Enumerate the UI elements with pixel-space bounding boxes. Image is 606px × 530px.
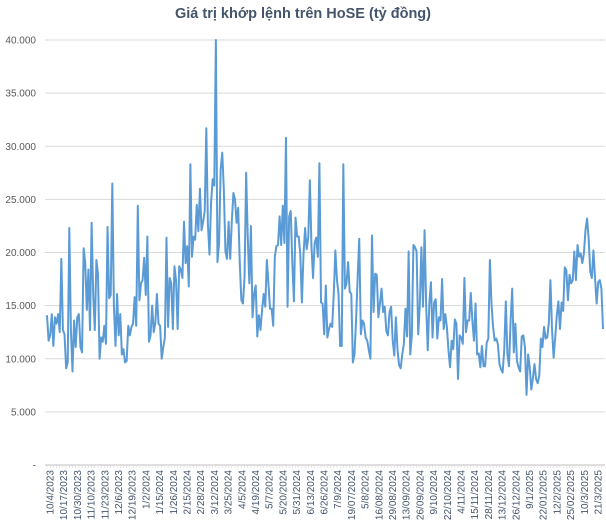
x-tick-label: 3/12/2024	[210, 470, 221, 515]
x-tick-label: 19/07/2024	[347, 470, 358, 520]
x-tick-label: 2/15/2024	[183, 470, 194, 515]
x-tick-label: 13/09/2024	[402, 470, 413, 520]
x-tick-label: 4/5/2024	[237, 470, 248, 509]
x-tick-label: 10/4/2023	[46, 470, 57, 515]
x-tick-label: 5/7/2024	[265, 470, 276, 509]
x-tick-label: 10/30/2023	[73, 470, 84, 520]
x-tick-label: 12/2/2025	[552, 470, 563, 515]
x-tick-label: 22/01/2025	[539, 470, 550, 520]
gridlines	[45, 39, 605, 468]
x-tick-label: 7/9/2024	[333, 470, 344, 509]
x-tick-label: 10/17/2023	[59, 470, 70, 520]
y-tick-label: 15.000	[5, 301, 36, 312]
y-tick-label: -	[33, 461, 36, 472]
x-tick-label: 1/2/2024	[141, 470, 152, 509]
x-tick-label: 10/3/2025	[580, 470, 591, 515]
x-tick-label: 5/8/2024	[361, 470, 372, 509]
x-tick-label: 4/11/2024	[457, 470, 468, 514]
series	[46, 39, 604, 396]
x-tick-label: 9/1/2025	[525, 470, 536, 509]
x-axis-ticks: 10/4/2023 10/17/2023 10/30/2023 11/10/2023 1…	[46, 470, 605, 520]
y-tick-label: 10.000	[5, 354, 36, 365]
x-tick-label: 15/11/2024	[470, 470, 481, 520]
x-tick-label: 9/10/2024	[429, 470, 440, 515]
y-tick-label: 40.000	[5, 36, 36, 47]
y-tick-label: 25.000	[5, 195, 36, 206]
y-axis-ticks: - 5.000 10.000 15.000 20.000 25.000 30.000 35.0…	[5, 36, 36, 472]
x-tick-label: 11/10/2023	[87, 470, 98, 520]
x-tick-label: 21/3/2025	[594, 470, 605, 515]
x-tick-label: 11/23/2023	[100, 470, 111, 520]
x-tick-label: 3/25/2024	[224, 470, 235, 515]
y-tick-label: 30.000	[5, 142, 36, 153]
x-tick-label: 1/15/2024	[155, 470, 166, 515]
x-tick-label: 6/13/2024	[306, 470, 317, 515]
y-tick-label: 35.000	[5, 89, 36, 100]
x-tick-label: 13/12/2024	[498, 470, 509, 520]
x-tick-label: 16/08/2024	[374, 470, 385, 520]
x-tick-label: 12/19/2023	[128, 470, 139, 520]
x-tick-label: 4/19/2024	[251, 470, 262, 515]
x-tick-label: 26/09/2024	[415, 470, 426, 520]
x-tick-label: 29/08/2024	[388, 470, 399, 520]
x-tick-label: 28/11/2024	[484, 470, 495, 520]
series-line	[46, 39, 604, 396]
x-tick-label: 1/26/2024	[169, 470, 180, 515]
x-tick-label: 2/28/2024	[196, 470, 207, 515]
y-tick-label: 20.000	[5, 248, 36, 259]
chart-title: Giá trị khớp lệnh trên HoSE (tỷ đồng)	[174, 6, 431, 22]
x-tick-label: 5/31/2024	[292, 470, 303, 515]
x-tick-label: 6/26/2024	[320, 470, 331, 515]
x-tick-label: 12/6/2023	[114, 470, 125, 515]
x-tick-label: 5/20/2024	[278, 470, 289, 515]
x-tick-label: 26/12/2024	[511, 470, 522, 520]
x-tick-label: 22/10/2024	[443, 470, 454, 520]
x-tick-label: 25/02/2025	[566, 470, 577, 520]
y-tick-label: 5.000	[11, 407, 36, 418]
